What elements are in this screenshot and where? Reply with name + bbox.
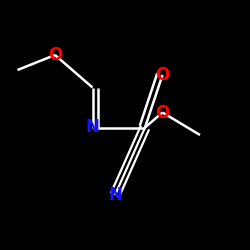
Text: N: N [108, 186, 122, 204]
Text: O: O [48, 46, 62, 64]
Text: O: O [156, 104, 170, 122]
Text: N: N [86, 118, 100, 136]
Text: O: O [156, 66, 170, 84]
